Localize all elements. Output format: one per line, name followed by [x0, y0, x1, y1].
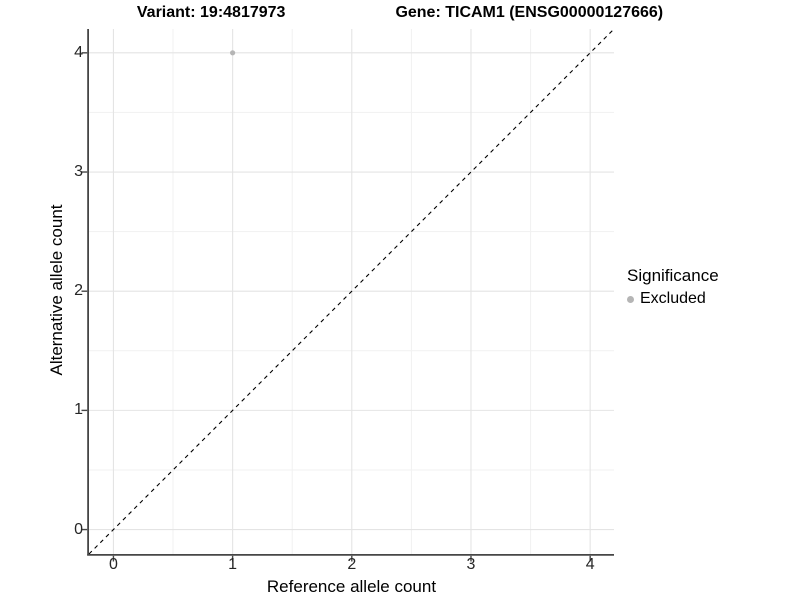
- y-tick-label: 0: [74, 520, 83, 538]
- data-point: [230, 50, 236, 56]
- x-tick-label: 2: [347, 556, 357, 573]
- y-tick-label: 4: [74, 43, 83, 61]
- y-tick-label: 1: [74, 401, 83, 419]
- y-tick-label: 3: [74, 163, 83, 181]
- identity-line: [88, 28, 615, 555]
- chart-svg: [81, 28, 615, 562]
- legend-title: Significance: [627, 266, 719, 285]
- legend-dot-icon: [627, 295, 634, 303]
- y-axis-title: Alternative allele count: [47, 204, 66, 376]
- variant-title: Variant: 19:4817973: [136, 4, 286, 21]
- legend-item-label: Excluded: [640, 290, 706, 307]
- legend-items: Excluded: [627, 290, 719, 308]
- legend: Significance Excluded: [627, 266, 719, 308]
- plot-panel: [81, 28, 615, 562]
- y-tick-label: 2: [74, 282, 83, 300]
- x-axis-title: Reference allele count: [266, 577, 437, 596]
- x-tick-label: 0: [108, 556, 118, 573]
- x-tick-label: 1: [228, 556, 238, 573]
- legend-item: Excluded: [627, 290, 719, 308]
- plot-title: Variant: 19:4817973 Gene: TICAM1 (ENSG00…: [0, 4, 800, 22]
- x-tick-label: 3: [466, 556, 476, 573]
- gene-title: Gene: TICAM1 (ENSG00000127666): [395, 4, 664, 21]
- x-tick-label: 4: [585, 556, 595, 573]
